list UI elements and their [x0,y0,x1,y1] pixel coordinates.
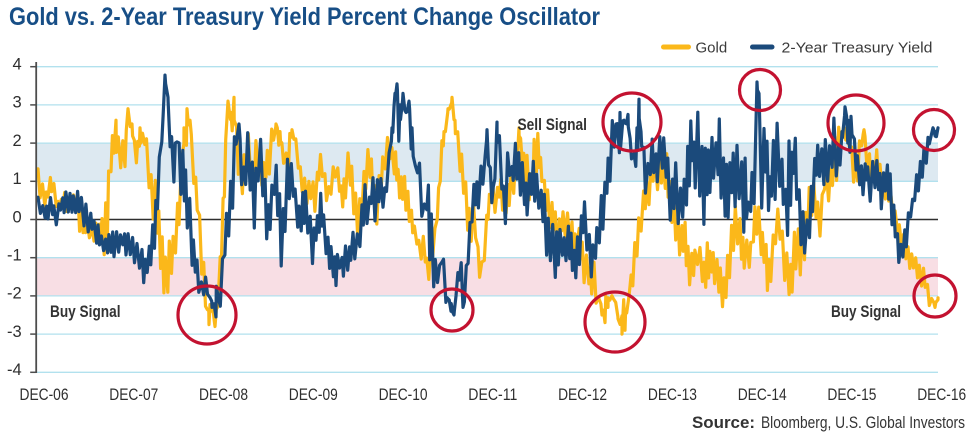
svg-text:Buy Signal: Buy Signal [50,302,121,321]
svg-text:0: 0 [13,208,22,226]
svg-text:DEC-14: DEC-14 [738,385,787,404]
svg-text:Gold vs. 2-Year Treasury Yield: Gold vs. 2-Year Treasury Yield Percent C… [9,3,600,31]
svg-text:1: 1 [13,170,22,188]
svg-text:Source:: Source: [692,414,755,432]
svg-text:DEC-09: DEC-09 [289,385,338,404]
svg-text:Buy Signal: Buy Signal [831,302,901,321]
svg-text:Gold: Gold [696,40,728,57]
svg-text:DEC-11: DEC-11 [468,385,517,404]
svg-text:-2: -2 [7,285,22,303]
svg-text:DEC-16: DEC-16 [917,385,966,404]
svg-text:DEC-06: DEC-06 [20,385,69,404]
svg-text:3: 3 [13,94,22,112]
svg-text:DEC-08: DEC-08 [199,385,248,404]
svg-text:-4: -4 [7,361,22,379]
svg-text:DEC-07: DEC-07 [109,385,158,404]
svg-text:4: 4 [13,56,22,74]
svg-text:-1: -1 [7,247,22,265]
svg-text:2-Year Treasury Yield: 2-Year Treasury Yield [782,40,933,57]
svg-text:DEC-12: DEC-12 [558,385,607,404]
svg-text:DEC-15: DEC-15 [827,385,876,404]
svg-text:Bloomberg, U.S. Global Investo: Bloomberg, U.S. Global Investors [761,414,965,432]
svg-text:DEC-13: DEC-13 [648,385,697,404]
svg-text:2: 2 [13,132,22,150]
svg-text:Sell Signal: Sell Signal [518,115,588,134]
svg-text:-3: -3 [7,323,22,341]
svg-text:DEC-10: DEC-10 [379,385,428,404]
